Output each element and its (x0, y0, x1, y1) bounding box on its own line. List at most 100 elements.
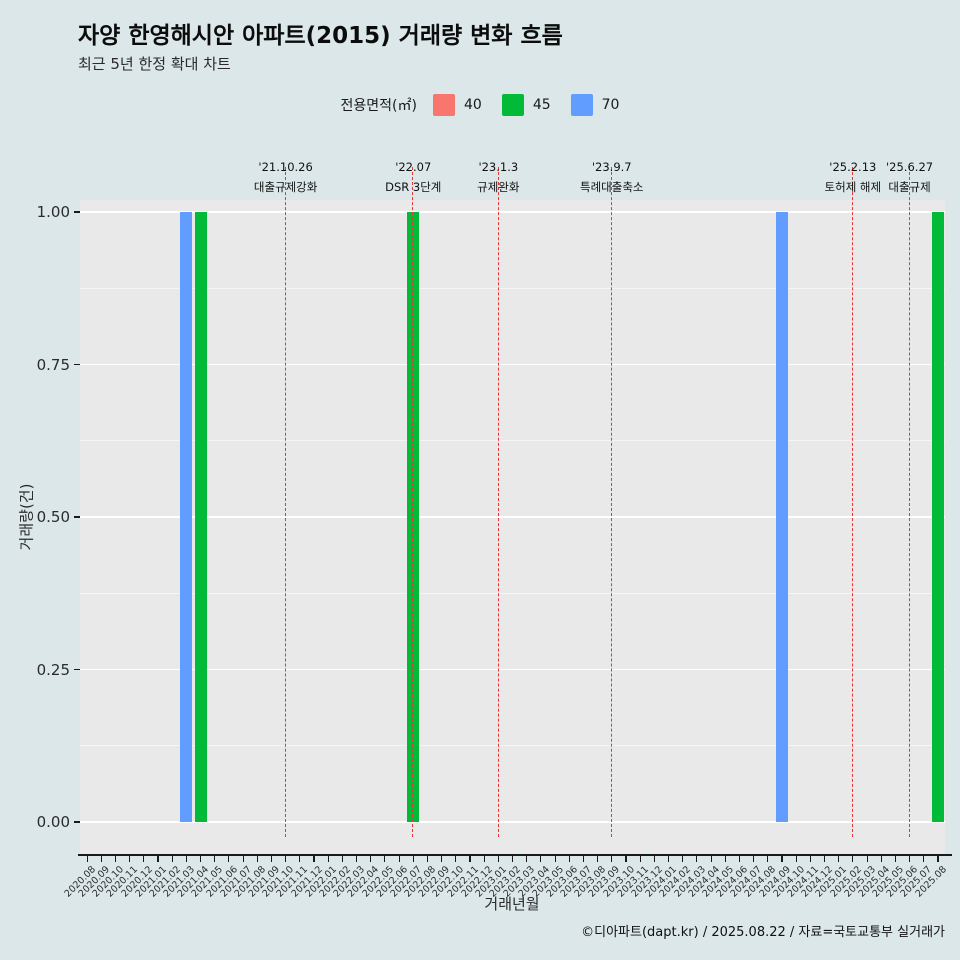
annotation-label: 대출규제강화 (253, 180, 318, 194)
x-axis-title: 거래년월 (484, 895, 540, 913)
x-tick-mark (809, 856, 811, 862)
x-tick-mark (611, 856, 613, 862)
x-tick-mark (100, 856, 102, 862)
x-tick-mark (696, 856, 698, 862)
x-tick-mark (143, 856, 145, 862)
x-tick-mark (285, 856, 287, 862)
annotation-line (908, 167, 910, 837)
x-tick-mark (667, 856, 670, 862)
annotation-label: 규제완화 (477, 180, 520, 194)
gridline-major (80, 363, 945, 366)
x-tick-mark (852, 856, 854, 862)
gridline-major (80, 668, 945, 671)
legend-item-70: 70 (570, 94, 620, 116)
x-tick-mark (256, 856, 258, 862)
y-tick-mark (74, 516, 80, 518)
annotation-line (610, 167, 612, 837)
annotation-date: '23.1.3 (478, 160, 519, 174)
bar-70-2024.09 (775, 212, 788, 822)
x-tick-mark (653, 856, 655, 862)
legend-items: 40 45 70 (432, 94, 620, 116)
x-tick-mark (710, 856, 712, 862)
y-tick-label: 0.00 (36, 813, 70, 831)
x-tick-mark (398, 856, 400, 862)
x-tick-mark (313, 856, 315, 862)
x-tick-mark (327, 856, 329, 862)
annotation-line (852, 167, 854, 837)
annotation-label: 대출규제 (888, 180, 931, 194)
x-tick-mark (341, 856, 343, 862)
x-tick-mark (554, 856, 556, 862)
x-tick-mark (185, 856, 187, 862)
x-tick-mark (157, 856, 159, 862)
annotation-date: '25.2.13 (829, 160, 877, 174)
legend-label-70: 70 (601, 97, 620, 113)
annotation-date: '23.9.7 (591, 160, 632, 174)
y-tick-mark (74, 821, 80, 823)
x-tick-mark (242, 856, 244, 862)
x-tick-mark (597, 856, 599, 862)
x-tick-mark (200, 856, 202, 862)
page-title: 자양 한영해시안 아파트(2015) 거래량 변화 흐름 (78, 23, 563, 49)
x-tick-mark (299, 856, 301, 862)
x-tick-mark (356, 856, 358, 862)
annotation-label: DSR 3단계 (385, 180, 442, 194)
x-tick-mark (512, 856, 514, 862)
legend-title: 전용면적(㎡) (340, 98, 417, 114)
x-tick-mark (781, 856, 783, 862)
gridline-major (80, 211, 945, 213)
x-tick-mark (228, 856, 230, 862)
y-tick-label: 0.75 (36, 355, 70, 374)
legend-label-40: 40 (463, 97, 482, 113)
x-tick-mark (838, 856, 840, 862)
annotation-date: '25.6.27 (886, 160, 934, 174)
gridline-minor (80, 592, 945, 594)
page-subtitle: 최근 5년 한정 확대 차트 (78, 55, 231, 73)
bar-45-2021.04 (194, 212, 207, 822)
x-tick-mark (270, 856, 273, 862)
x-tick-mark (937, 856, 939, 862)
x-tick-mark (441, 856, 443, 862)
x-tick-mark (639, 856, 641, 862)
annotation-line (412, 167, 414, 837)
y-tick-label: 0.25 (36, 660, 70, 679)
x-tick-mark (724, 856, 726, 862)
x-tick-mark (540, 856, 542, 862)
gridline-minor (80, 287, 945, 289)
x-tick-mark (923, 856, 925, 862)
legend-label-45: 45 (532, 97, 551, 113)
x-tick-mark (86, 856, 88, 862)
gridline-major (80, 821, 945, 823)
x-tick-mark (171, 856, 173, 862)
x-tick-mark (469, 856, 471, 862)
y-axis-title: 거래량(건) (17, 483, 36, 551)
legend-swatch-40 (432, 94, 455, 116)
annotation-label: 특례대출축소 (580, 180, 644, 194)
x-tick-mark (682, 856, 684, 862)
x-tick-mark (370, 856, 372, 862)
x-tick-mark (909, 856, 911, 862)
annotation-date: '21.10.26 (258, 160, 313, 174)
x-tick-mark (738, 856, 740, 862)
y-tick-mark (74, 211, 80, 213)
x-tick-mark (455, 856, 457, 862)
x-tick-mark (866, 856, 868, 862)
x-tick-mark (114, 856, 117, 862)
x-tick-mark (526, 856, 528, 862)
x-tick-mark (129, 856, 131, 862)
bar-45-2025.08 (931, 212, 944, 822)
legend-swatch-45 (501, 94, 524, 116)
legend-swatch-70 (570, 94, 593, 116)
annotation-date: '22.07 (395, 160, 432, 174)
gridline-major (80, 516, 945, 518)
x-tick-mark (767, 856, 769, 862)
gridline-minor (80, 440, 945, 442)
footer-credit: ©디아파트(dapt.kr) / 2025.08.22 / 자료=국토교통부 실… (581, 925, 945, 940)
legend: 전용면적(㎡) 40 45 70 (0, 94, 960, 116)
x-axis-line (78, 854, 952, 856)
annotation-line (284, 167, 286, 837)
x-tick-mark (497, 856, 499, 862)
legend-item-40: 40 (432, 94, 482, 116)
